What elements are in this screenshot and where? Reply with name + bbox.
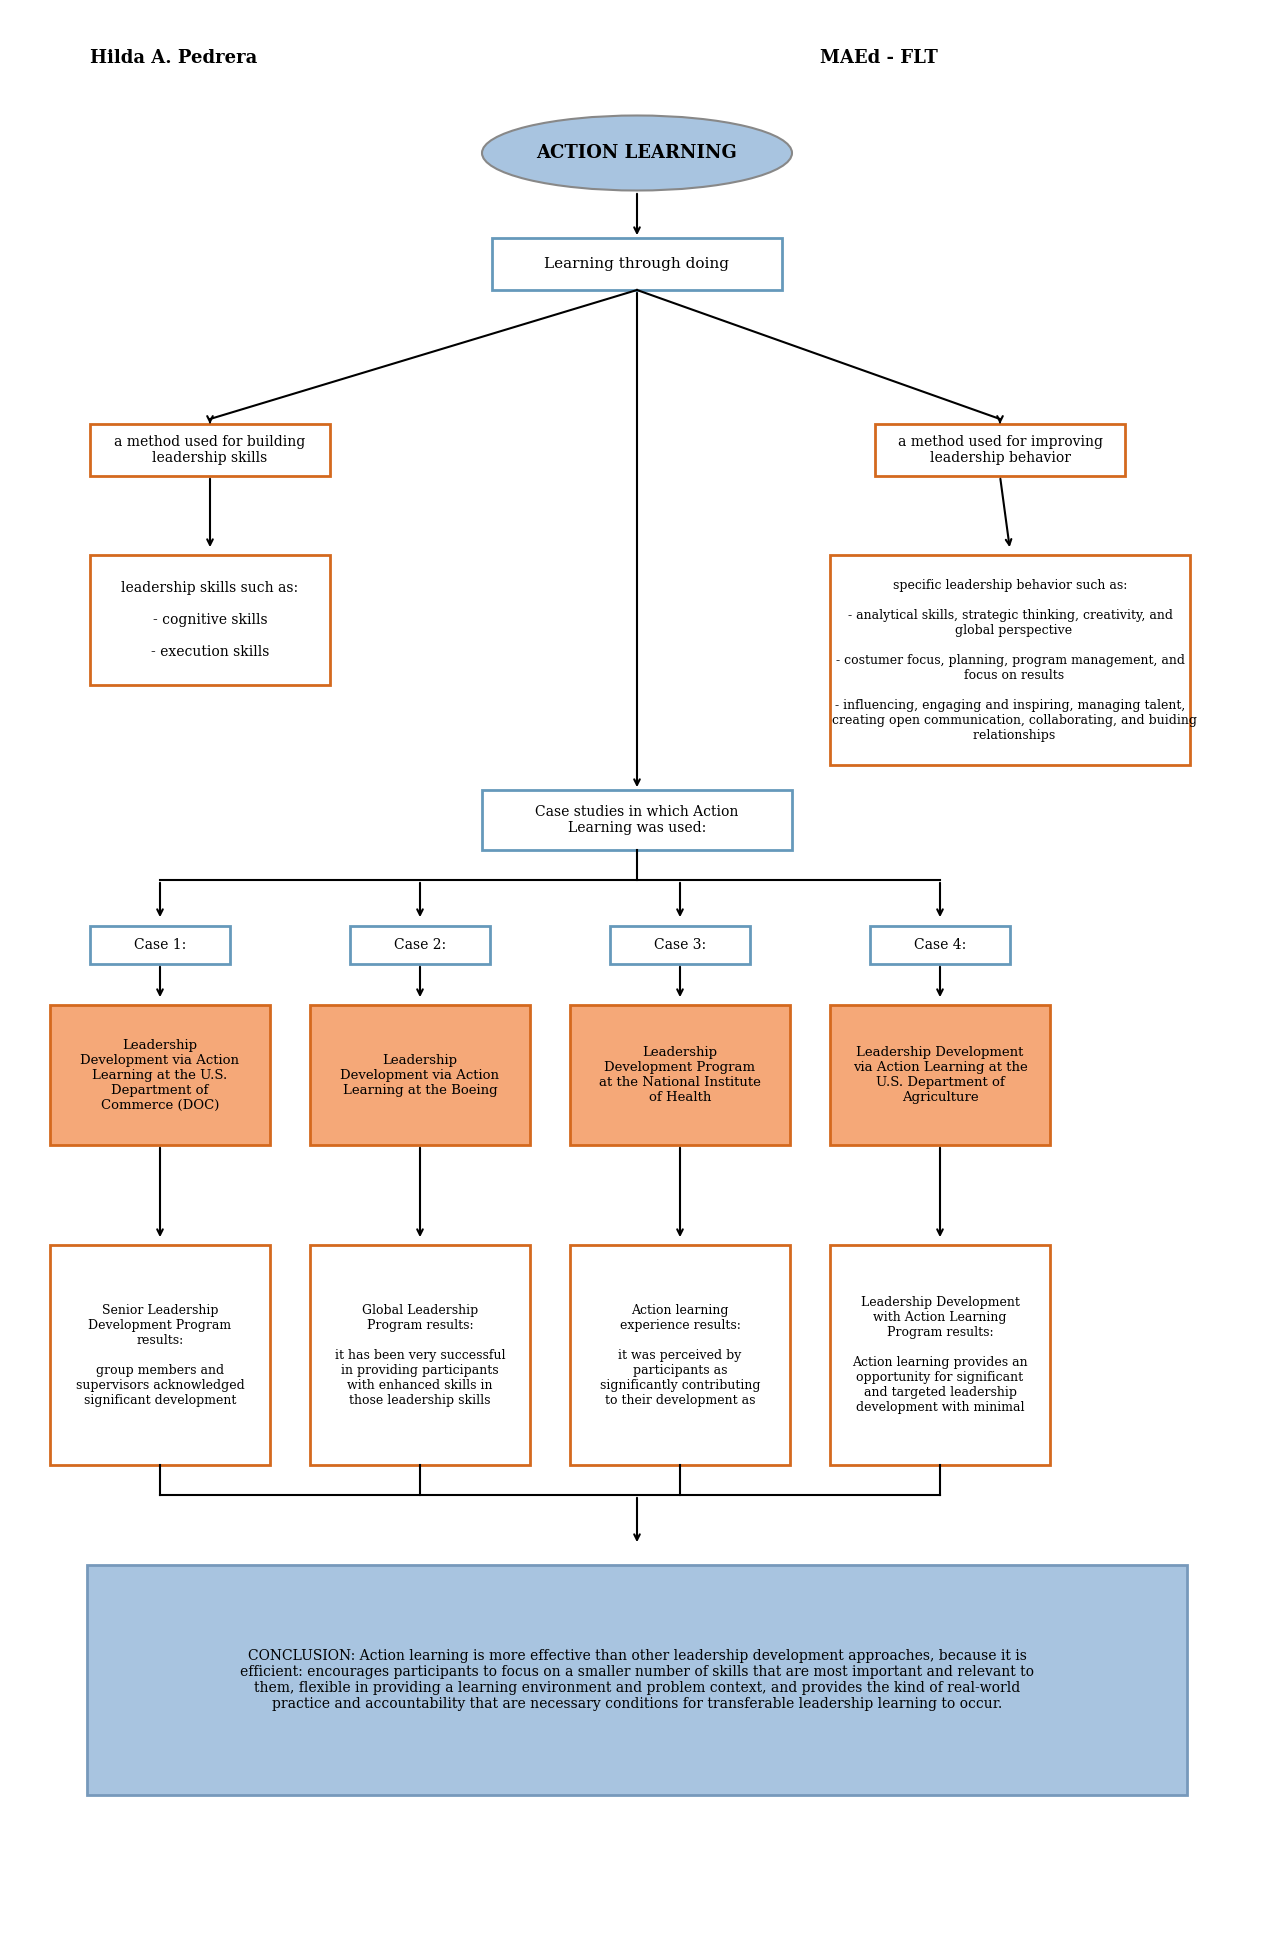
FancyBboxPatch shape <box>50 1005 270 1145</box>
FancyBboxPatch shape <box>310 1005 530 1145</box>
FancyBboxPatch shape <box>91 554 330 685</box>
Text: Case 1:: Case 1: <box>134 938 186 952</box>
FancyBboxPatch shape <box>87 1565 1187 1795</box>
FancyBboxPatch shape <box>830 1245 1051 1465</box>
Ellipse shape <box>482 115 792 191</box>
FancyBboxPatch shape <box>570 1005 790 1145</box>
Text: Leadership
Development via Action
Learning at the U.S.
Department of
Commerce (D: Leadership Development via Action Learni… <box>80 1038 240 1112</box>
FancyBboxPatch shape <box>830 554 1190 765</box>
Text: Action learning
experience results:

it was perceived by
participants as
signifi: Action learning experience results: it w… <box>599 1303 760 1407</box>
Text: ACTION LEARNING: ACTION LEARNING <box>537 144 737 162</box>
Text: Senior Leadership
Development Program
results:

group members and
supervisors ac: Senior Leadership Development Program re… <box>75 1303 245 1407</box>
Text: leadership skills such as:

- cognitive skills

- execution skills: leadership skills such as: - cognitive s… <box>121 581 298 659</box>
Text: Leadership Development
with Action Learning
Program results:

Action learning pr: Leadership Development with Action Learn… <box>852 1295 1028 1414</box>
Text: Leadership Development
via Action Learning at the
U.S. Department of
Agriculture: Leadership Development via Action Learni… <box>853 1046 1028 1104</box>
Text: MAEd - FLT: MAEd - FLT <box>820 49 937 66</box>
FancyBboxPatch shape <box>570 1245 790 1465</box>
Text: Leadership
Development via Action
Learning at the Boeing: Leadership Development via Action Learni… <box>340 1054 500 1096</box>
Text: a method used for building
leadership skills: a method used for building leadership sk… <box>115 435 306 464</box>
FancyBboxPatch shape <box>91 927 230 964</box>
FancyBboxPatch shape <box>91 423 330 476</box>
FancyBboxPatch shape <box>492 238 782 291</box>
FancyBboxPatch shape <box>351 927 490 964</box>
FancyBboxPatch shape <box>830 1005 1051 1145</box>
FancyBboxPatch shape <box>875 423 1125 476</box>
FancyBboxPatch shape <box>482 790 792 851</box>
Text: Global Leadership
Program results:

it has been very successful
in providing par: Global Leadership Program results: it ha… <box>335 1303 505 1407</box>
Text: Case 3:: Case 3: <box>654 938 706 952</box>
FancyBboxPatch shape <box>870 927 1010 964</box>
Text: a method used for improving
leadership behavior: a method used for improving leadership b… <box>898 435 1103 464</box>
Text: Case 2:: Case 2: <box>394 938 446 952</box>
Text: Leadership
Development Program
at the National Institute
of Health: Leadership Development Program at the Na… <box>599 1046 761 1104</box>
Text: Learning through doing: Learning through doing <box>544 258 729 271</box>
FancyBboxPatch shape <box>310 1245 530 1465</box>
Text: Hilda A. Pedrera: Hilda A. Pedrera <box>91 49 258 66</box>
FancyBboxPatch shape <box>609 927 750 964</box>
FancyBboxPatch shape <box>50 1245 270 1465</box>
Text: CONCLUSION: Action learning is more effective than other leadership development : CONCLUSION: Action learning is more effe… <box>240 1649 1034 1711</box>
Text: Case studies in which Action
Learning was used:: Case studies in which Action Learning wa… <box>536 806 738 835</box>
Text: Case 4:: Case 4: <box>914 938 966 952</box>
Text: specific leadership behavior such as:

- analytical skills, strategic thinking, : specific leadership behavior such as: - … <box>824 579 1196 741</box>
